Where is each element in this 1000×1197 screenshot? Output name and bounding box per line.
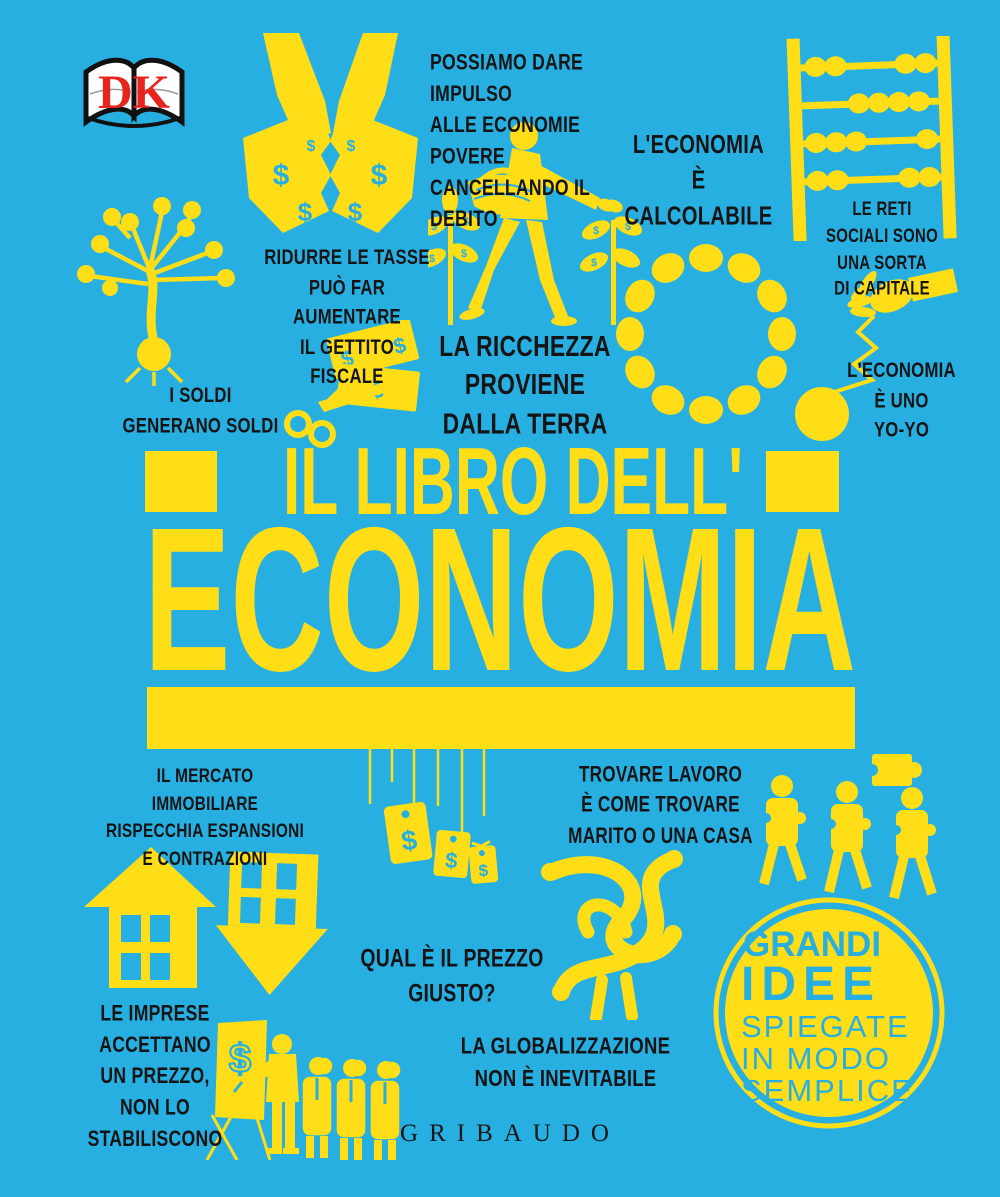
dollar-sign: $ [348,197,363,227]
people-circle-heads [616,244,796,424]
dollar-sign: $ [429,253,435,265]
dollar-sign: $ [399,824,419,857]
torn-banknote-hands-icon: $ $ $ $ $ $ [243,33,418,233]
badge-line4: IN MODO [741,1041,891,1076]
title-block: IL LIBRO DELL' ECONOMIA [144,438,856,749]
phrase-ridurre-tasse: RIDURRE LE TASSE PUÒ FAR AUMENTARE IL GE… [264,246,430,389]
dollar-sign: $ [625,221,631,233]
badge-line2: IDEE [741,958,881,1011]
puzzle-people-icon [759,754,937,900]
title-bar-bottom [147,687,855,749]
phrase-yoyo: L'ECONOMIA È UNO YO-YO [847,359,956,443]
dollar-sign: $ [307,138,316,155]
phrase-trovare-lavoro: TROVARE LAVORO È COME TROVARE MARITO O U… [568,762,753,849]
badge-line3: SPIEGATE [741,1009,910,1044]
title-bar-left [145,451,217,512]
puzzle-person [889,787,937,900]
phrase-imprese: LE IMPRESE ACCETTANO UN PREZZO, NON LO S… [87,1001,223,1152]
housing-market-icon [84,847,328,995]
money-tree-icon [77,197,235,386]
seed-sower-icon: $ $ $ $ $ $ $ [428,122,643,326]
phrase-calcolabile: L'ECONOMIA È CALCOLABILE [624,129,773,231]
house-up-arrow-icon [84,847,216,988]
dollar-sign: $ [444,847,458,873]
crowd-figures [301,1056,402,1160]
publisher-name: GRIBAUDO [400,1120,620,1147]
dollar-sign: $ [391,332,409,359]
big-ideas-badge: GRANDI IDEE SPIEGATE IN MODO SEMPLICE [713,897,945,1129]
phrase-reti-sociali: LE RETI SOCIALI SONO UNA SORTA DI CAPITA… [825,198,939,300]
yoyo-hand-icon [795,268,958,441]
phrase-prezzo-giusto: QUAL È IL PREZZO GIUSTO? [360,944,544,1007]
presenter-figure [232,1034,299,1154]
dollar-sign: $ [593,225,599,237]
abacus-icon [786,36,957,241]
price-tags-icon: $ $ $ [368,746,499,884]
scissors-cutting-money-icon: $ $ $ [284,320,420,448]
house-down-arrow-icon [215,851,328,995]
puzzle-person [824,781,872,894]
dollar-sign: $ [431,221,437,233]
dk-logo: DK [83,57,185,128]
people-circle-icon [616,244,796,424]
dollar-sign: $ [347,138,356,155]
tangled-figures-icon [541,850,683,1020]
phrase-soldi: I SOLDI GENERANO SOLDI [122,384,279,438]
phrase-ricchezza: LA RICCHEZZA PROVIENE DALLA TERRA [439,329,611,440]
dollar-sign: $ [478,861,490,881]
title-bar-right [766,451,839,512]
dollar-sign: $ [273,159,290,192]
puzzle-person [759,775,807,886]
dk-logo-text: DK [98,66,170,119]
easel-presentation-icon: $ [205,1020,402,1160]
dollar-sign: $ [463,216,469,228]
phrase-mercato-immobiliare: IL MERCATO IMMOBILIARE RISPECCHIA ESPANS… [105,764,305,869]
phrase-debito: POSSIAMO DARE IMPULSO ALLE ECONOMIE POVE… [430,50,590,232]
dollar-sign: $ [298,197,313,227]
badge-line5: SEMPLICE [741,1073,914,1108]
dollar-sign: $ [371,159,388,192]
title-top-text: IL LIBRO DELL' [283,438,743,535]
title-main-text: ECONOMIA [144,485,856,714]
dollar-sign: $ [461,248,467,260]
badge-line1: GRANDI [743,925,881,964]
phrase-globalizzazione: LA GLOBALIZZAZIONE NON È INEVITABILE [460,1033,671,1093]
dollar-sign: $ [591,257,597,269]
